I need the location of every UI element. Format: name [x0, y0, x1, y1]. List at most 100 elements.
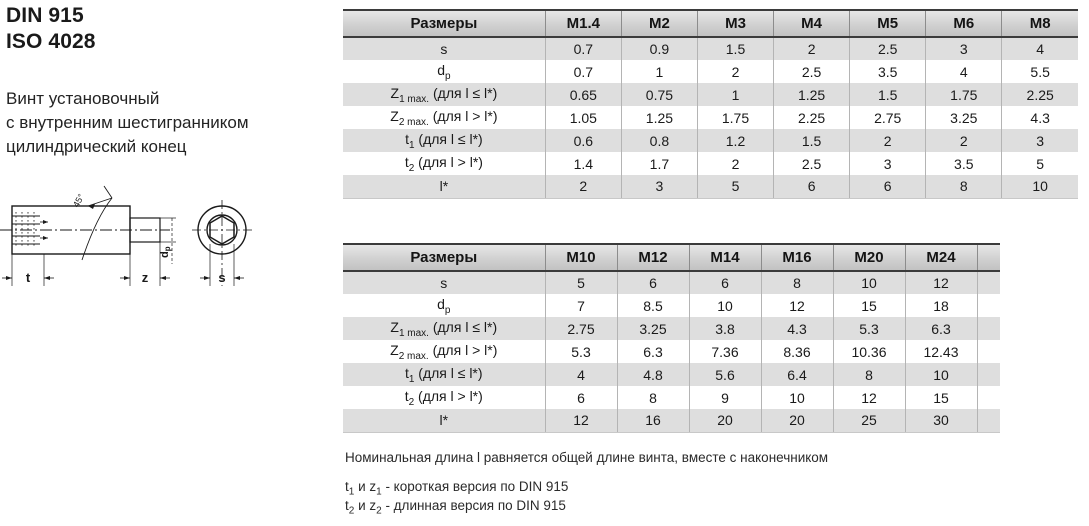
- table-cell: 1.75: [925, 83, 1002, 106]
- table-cell: 5.3: [832, 317, 905, 340]
- table-cell: 3: [849, 152, 926, 175]
- table-cell-empty: [976, 271, 1000, 294]
- table-cell: 2: [773, 37, 850, 60]
- table-header-dimensions-label: Размеры: [343, 243, 545, 272]
- table-cell: 15: [832, 294, 905, 317]
- row-label: l*: [343, 175, 546, 199]
- table-cell: 2.75: [544, 317, 617, 340]
- row-label: Z1 max. (для l ≤ l*): [343, 317, 545, 340]
- table-cell: 7.36: [688, 340, 761, 363]
- table-cell: 4: [925, 60, 1002, 83]
- drawing-label-s: s: [218, 270, 225, 285]
- table-body: s 5 6 6 8 10 12 dp 7 8.5 10 12 15 18 Z1 max. (для l ≤ …: [343, 271, 1000, 433]
- standard-iso-number: ISO 4028: [6, 30, 96, 53]
- table-cell: 5: [696, 175, 774, 199]
- table-cell: 3.5: [849, 60, 926, 83]
- table-cell: 6.3: [616, 340, 689, 363]
- table-header-size-m2: M2: [620, 9, 698, 38]
- table-cell: 8: [832, 363, 905, 386]
- table-row: t2 (для l > l*) 6 8 9 10 12 15: [343, 386, 1000, 409]
- table-body: s 0.7 0.9 1.5 2 2.5 3 4 dp 0.7 1 2 2.5 3.5 4 5.5 Z1 max.…: [343, 37, 1078, 199]
- table-cell: 1.05: [544, 106, 622, 129]
- table-cell: 25: [832, 409, 905, 433]
- table-cell: 5.6: [688, 363, 761, 386]
- table-cell-empty: [976, 294, 1000, 317]
- table-cell: 3: [925, 37, 1002, 60]
- table-cell: 2: [544, 175, 622, 199]
- table-cell: 2.25: [773, 106, 850, 129]
- table-cell: 0.7: [544, 37, 622, 60]
- row-label: t2 (для l > l*): [343, 386, 545, 409]
- table-cell: 10: [688, 294, 761, 317]
- row-label: t1 (для l ≤ l*): [343, 129, 546, 152]
- dimensions-table-small-sizes: Размеры M1.4 M2 M3 M4 M5 M6 M8 s 0.7 0.9 1.5 2 2.5 3 4…: [343, 9, 1078, 199]
- table-cell: 10: [832, 271, 905, 294]
- table-cell: 0.9: [620, 37, 698, 60]
- table-cell: 5.3: [544, 340, 617, 363]
- footnote-long-version: t2 и z2 - длинная версия по DIN 915: [345, 498, 566, 517]
- table-cell: 6.4: [760, 363, 833, 386]
- table-header-size-m1-4: M1.4: [544, 9, 622, 38]
- table-cell: 2.5: [773, 152, 850, 175]
- table-cell: 2.25: [1001, 83, 1078, 106]
- table-cell: 6: [544, 386, 617, 409]
- drawing-label-dp: dp: [159, 246, 172, 258]
- table-cell-empty: [976, 317, 1000, 340]
- table-cell: 20: [688, 409, 761, 433]
- table-header-size-m5: M5: [849, 9, 926, 38]
- table-cell: 2: [925, 129, 1002, 152]
- table-row: dp 0.7 1 2 2.5 3.5 4 5.5: [343, 60, 1078, 83]
- row-label: Z2 max. (для l > l*): [343, 340, 545, 363]
- table-row: s 5 6 6 8 10 12: [343, 271, 1000, 294]
- table-cell: 16: [616, 409, 689, 433]
- table-cell: 1.5: [696, 37, 774, 60]
- drawing-label-z: z: [142, 270, 149, 285]
- table-cell: 15: [904, 386, 977, 409]
- table-header-size-m3: M3: [696, 9, 774, 38]
- table-cell: 12: [760, 294, 833, 317]
- table-row: Z2 max. (для l > l*) 5.3 6.3 7.36 8.36 10.36 1…: [343, 340, 1000, 363]
- table-cell: 10.36: [832, 340, 905, 363]
- table-cell: 2: [696, 60, 774, 83]
- table-row: dp 7 8.5 10 12 15 18: [343, 294, 1000, 317]
- table-cell: 8.5: [616, 294, 689, 317]
- row-label: l*: [343, 409, 545, 433]
- table-cell: 2: [696, 152, 774, 175]
- table-cell: 20: [760, 409, 833, 433]
- table-cell: 6: [773, 175, 850, 199]
- table-cell: 4: [544, 363, 617, 386]
- table-cell: 2.5: [773, 60, 850, 83]
- table-cell: 0.65: [544, 83, 622, 106]
- table-cell: 10: [904, 363, 977, 386]
- table-row: s 0.7 0.9 1.5 2 2.5 3 4: [343, 37, 1078, 60]
- drawing-label-t: t: [26, 270, 31, 285]
- table-cell-empty: [976, 409, 1000, 433]
- table-row: l* 2 3 5 6 6 8 10: [343, 175, 1078, 199]
- table-cell: 1.25: [773, 83, 850, 106]
- table-cell: 18: [904, 294, 977, 317]
- table-cell: 3.5: [925, 152, 1002, 175]
- table-cell: 2.75: [849, 106, 926, 129]
- set-screw-technical-drawing: 45° t z: [0, 185, 252, 286]
- table-cell: 12.43: [904, 340, 977, 363]
- table-header-row: Размеры M10 M12 M14 M16 M20 M24: [343, 243, 1000, 272]
- table-cell: 4.3: [1001, 106, 1078, 129]
- table-header-dimensions-label: Размеры: [343, 9, 546, 38]
- dimensions-table-large-sizes: Размеры M10 M12 M14 M16 M20 M24 s 5 6 6 8 10 12 dp 7 8.…: [343, 243, 1000, 433]
- table-row: Z1 max. (для l ≤ l*) 0.65 0.75 1 1.25 1.5 1.75…: [343, 83, 1078, 106]
- table-cell: 12: [544, 409, 617, 433]
- footnote-nominal-length: Номинальная длина l равняется общей длин…: [345, 450, 829, 465]
- description-line-3: цилиндрический конец: [6, 137, 187, 156]
- row-label: s: [343, 37, 546, 60]
- table-cell: 6.3: [904, 317, 977, 340]
- table-header-size-m4: M4: [773, 9, 850, 38]
- table-cell: 7: [544, 294, 617, 317]
- table-cell: 10: [1001, 175, 1078, 199]
- table-cell: 3: [620, 175, 698, 199]
- table-header-size-m24: M24: [904, 243, 977, 272]
- standard-din-number: DIN 915: [6, 4, 84, 27]
- table-cell: 3.8: [688, 317, 761, 340]
- table-cell: 8.36: [760, 340, 833, 363]
- row-label: t2 (для l > l*): [343, 152, 546, 175]
- table-cell: 6: [616, 271, 689, 294]
